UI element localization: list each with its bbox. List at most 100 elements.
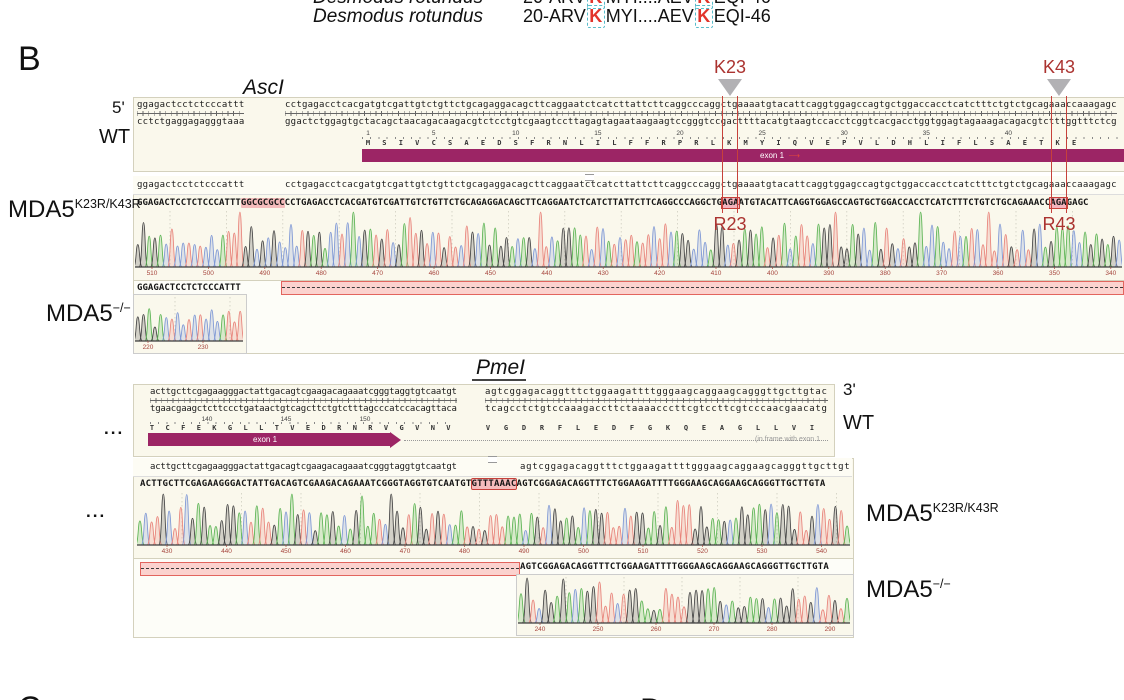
aa-ruler-dots: [362, 137, 1122, 139]
svg-text:440: 440: [221, 548, 232, 555]
species-name-cut: Desmodus rotundus: [313, 0, 483, 9]
in-frame-dotted-line: [404, 440, 828, 441]
svg-text:460: 460: [340, 548, 351, 555]
ascl-enzyme-label: AscI: [243, 76, 284, 99]
chromatogram-ascl-ko: 220 230: [135, 297, 243, 351]
k43-label: K43: [1042, 57, 1076, 77]
pmel-enzyme-label: PmeI: [476, 356, 526, 379]
k23-residue-box: K: [586, 5, 605, 28]
wt-top-strand-left: ggagactcctctcccattt: [137, 100, 245, 110]
chromatogram-ascl-mut: 510 500 490 480 470 460 450 440 430 420 410 400 390 3…: [135, 211, 1122, 277]
ascl-mut-refstrip: [133, 176, 1124, 195]
svg-text:260: 260: [651, 626, 662, 633]
ko-seq-ascl: GGAGACTCCTCTCCCATTT: [137, 283, 241, 293]
pmel-wt-top-right: agtcggagacaggtttctggaagattttgggaagcaggaa…: [485, 387, 828, 397]
aa-ruler-dots: [150, 422, 450, 424]
svg-text:350: 350: [1049, 270, 1060, 277]
svg-text:520: 520: [697, 548, 708, 555]
wt-bottom-strand-left: cctctgaggagagggtaaa: [137, 117, 245, 127]
three-prime-label: 3': [843, 380, 856, 399]
ellipsis-wt: ...: [104, 419, 125, 438]
svg-text:480: 480: [316, 270, 327, 277]
svg-text:230: 230: [198, 344, 209, 351]
species-name: Desmodus rotundus: [313, 6, 484, 27]
pmel-site-highlight: GTTTAAAC: [470, 478, 518, 490]
ruler-ticks: [150, 398, 457, 403]
svg-text:220: 220: [143, 344, 154, 351]
svg-text:290: 290: [825, 626, 836, 633]
r23-codon: AGA: [721, 197, 740, 209]
alignment-row: 20-ARV K MYI....AEV K EQI-46: [523, 5, 771, 28]
svg-text:390: 390: [823, 270, 834, 277]
svg-text:360: 360: [993, 270, 1004, 277]
mda5-k23r-label-pmel: MDA5K23R/K43R: [866, 500, 999, 527]
svg-text:490: 490: [519, 548, 530, 555]
svg-text:470: 470: [400, 548, 411, 555]
svg-text:370: 370: [936, 270, 947, 277]
pmel-wt-bottom-left: tgaacgaagctcttccctgataactgtcagcttctgtctt…: [150, 404, 457, 414]
svg-text:270: 270: [709, 626, 720, 633]
pmel-mut-ref-right: agtcggagacaggtttctggaagattttgggaagcaggaa…: [520, 462, 850, 472]
svg-text:410: 410: [711, 270, 722, 277]
svg-text:400: 400: [767, 270, 778, 277]
svg-text:240: 240: [535, 626, 546, 633]
svg-text:540: 540: [816, 548, 827, 555]
pmel-underline: [472, 379, 526, 381]
pmel-mut-called-seq: ACTTGCTTCGAGAAGGGACTATTGACAGTCGAAGACAGAA…: [140, 478, 826, 490]
deletion-dash: [282, 287, 1123, 288]
exon1-label: exon 1 ⟶: [760, 151, 800, 160]
pmel-exon1-label: exon 1: [253, 435, 278, 444]
svg-text:430: 430: [598, 270, 609, 277]
svg-text:500: 500: [578, 548, 589, 555]
r43-codon: AGA: [1049, 197, 1068, 209]
ascl-site-highlight: GGCGCGCC: [240, 198, 285, 208]
svg-text:440: 440: [541, 270, 552, 277]
wt-label-pmel: WT: [843, 412, 875, 434]
mda5-k23r-label-ascl: MDA5K23R/K43R: [8, 196, 141, 223]
panel-label-b: B: [18, 40, 41, 78]
k23-highlight-lines: [722, 96, 738, 213]
svg-text:340: 340: [1105, 270, 1116, 277]
k-residue-box: K: [694, 0, 713, 9]
ruler-ticks: [285, 111, 1117, 116]
k23-triangle-icon: [718, 79, 742, 96]
chromatogram-pmel-mut: 430 440 450 460 470 480 490 500 510 520 530 540: [137, 493, 850, 555]
svg-text:530: 530: [757, 548, 768, 555]
exon1-bar: [362, 149, 1124, 162]
svg-text:490: 490: [259, 270, 270, 277]
k43-triangle-icon: [1047, 79, 1071, 96]
r23-label: R23: [713, 214, 747, 234]
k23-label: K23: [713, 57, 747, 77]
in-frame-note: (in frame with exon 1: [755, 436, 820, 443]
ko-seq-pmel: AGTCGGAGACAGGTTTCTGGAAGATTTTGGGAAGCAGGAA…: [520, 562, 830, 572]
deletion-bar-pmel: [140, 562, 520, 576]
wt-top-strand-right: cctgagacctcacgatgtcgattgtctgttctgcagagga…: [285, 100, 1117, 110]
svg-text:450: 450: [485, 270, 496, 277]
deletion-dash: [141, 568, 519, 569]
svg-text:510: 510: [147, 270, 158, 277]
svg-text:420: 420: [654, 270, 665, 277]
ruler-ticks: [485, 398, 828, 403]
svg-text:470: 470: [372, 270, 383, 277]
k-residue-box: K: [586, 0, 605, 9]
svg-text:510: 510: [638, 548, 649, 555]
wt-label-ascl: WT: [99, 126, 131, 148]
r43-label: R43: [1042, 214, 1076, 234]
ruler-ticks: [137, 111, 244, 116]
svg-text:380: 380: [880, 270, 891, 277]
svg-text:430: 430: [162, 548, 173, 555]
pmel-wt-bottom-right: tcagcctctgtccaaagaccttctaaaacccttcgtcctt…: [485, 404, 828, 414]
mda5-ko-label-ascl: MDA5−/−: [46, 300, 131, 327]
k43-residue-box: K: [694, 5, 713, 28]
svg-text:250: 250: [593, 626, 604, 633]
mut-ref-left: ggagactcctctcccattt: [137, 180, 245, 190]
exon-arrow-icon: ⟶: [788, 151, 800, 160]
svg-text:480: 480: [459, 548, 470, 555]
chromatogram-pmel-ko: 240 250 260 270 280 290: [518, 577, 850, 633]
mda5-ko-label-pmel: MDA5−/−: [866, 576, 951, 603]
strip-break-icon: [488, 456, 497, 463]
strip-break-icon: [585, 174, 594, 181]
five-prime-label: 5': [112, 98, 125, 117]
